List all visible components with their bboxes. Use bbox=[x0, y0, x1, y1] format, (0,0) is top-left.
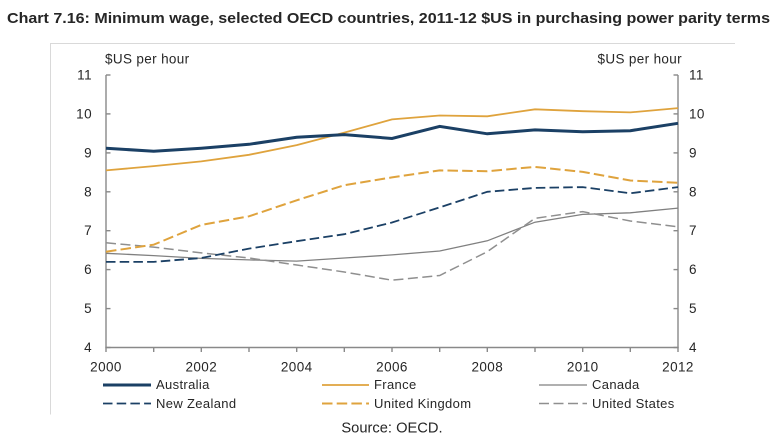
svg-text:2006: 2006 bbox=[376, 360, 408, 375]
svg-text:Australia: Australia bbox=[156, 377, 210, 392]
svg-text:Source: OECD.: Source: OECD. bbox=[341, 421, 442, 437]
svg-text:2008: 2008 bbox=[471, 360, 503, 375]
svg-text:2000: 2000 bbox=[90, 360, 122, 375]
svg-text:11: 11 bbox=[77, 68, 92, 83]
svg-text:New Zealand: New Zealand bbox=[156, 396, 236, 411]
svg-text:7: 7 bbox=[84, 223, 92, 238]
svg-text:France: France bbox=[374, 377, 417, 392]
svg-text:8: 8 bbox=[689, 184, 697, 199]
svg-text:10: 10 bbox=[689, 106, 705, 121]
svg-text:5: 5 bbox=[689, 301, 697, 316]
svg-text:8: 8 bbox=[84, 184, 92, 199]
svg-text:6: 6 bbox=[84, 262, 92, 277]
svg-text:5: 5 bbox=[84, 301, 92, 316]
svg-text:2012: 2012 bbox=[662, 360, 694, 375]
svg-text:9: 9 bbox=[84, 145, 92, 160]
svg-text:4: 4 bbox=[689, 340, 697, 355]
svg-text:$US per hour: $US per hour bbox=[598, 52, 683, 67]
svg-text:9: 9 bbox=[689, 145, 697, 160]
svg-text:2004: 2004 bbox=[281, 360, 313, 375]
svg-text:United Kingdom: United Kingdom bbox=[374, 396, 471, 411]
svg-text:7: 7 bbox=[689, 223, 697, 238]
svg-text:10: 10 bbox=[76, 106, 92, 121]
svg-text:6: 6 bbox=[689, 262, 697, 277]
svg-text:2002: 2002 bbox=[185, 360, 217, 375]
svg-text:4: 4 bbox=[84, 340, 92, 355]
svg-text:$US per hour: $US per hour bbox=[105, 52, 190, 67]
svg-text:Chart 7.16: Minimum wage, sele: Chart 7.16: Minimum wage, selected OECD … bbox=[7, 10, 770, 27]
svg-text:Canada: Canada bbox=[592, 377, 640, 392]
svg-text:2010: 2010 bbox=[567, 360, 599, 375]
svg-text:11: 11 bbox=[689, 68, 704, 83]
svg-text:United States: United States bbox=[592, 396, 675, 411]
